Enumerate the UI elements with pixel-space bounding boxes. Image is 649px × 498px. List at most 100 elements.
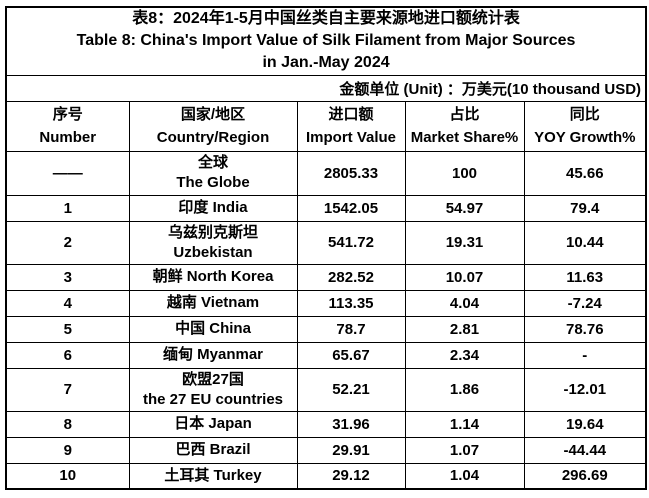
cell-yoy-growth: -7.24 xyxy=(523,289,647,317)
header-yoy-growth-cn: 同比 xyxy=(569,106,600,123)
cell-import-value: 29.91 xyxy=(296,436,406,464)
table-title-en: Table 8: China's Import Value of Silk Fi… xyxy=(76,32,576,50)
header-yoy-growth-en: YOY Growth% xyxy=(534,129,636,146)
table-row-vietnam: 4 越南 Vietnam 113.35 4.04 -7.24 xyxy=(5,289,647,317)
header-import-value-en: Import Value xyxy=(305,129,397,146)
cell-country: 欧盟27国 the 27 EU countries xyxy=(128,367,298,412)
header-yoy-growth: 同比 YOY Growth% xyxy=(523,100,647,152)
cell-country: 中国 China xyxy=(128,315,298,343)
cell-yoy-growth: - xyxy=(523,341,647,369)
country-line: 巴西 Brazil xyxy=(175,441,251,458)
header-market-share: 占比 Market Share% xyxy=(404,100,525,152)
header-market-share-en: Market Share% xyxy=(410,129,519,146)
silk-import-table: 表8：2024年1-5月中国丝类自主要来源地进口额统计表 Table 8: Ch… xyxy=(5,6,648,490)
cell-yoy-growth: 10.44 xyxy=(523,220,647,265)
cell-market-share: 1.07 xyxy=(404,436,525,464)
unit-row: 金额单位 (Unit) ：万美元(10 thousand USD) xyxy=(5,74,647,102)
title-row: 表8：2024年1-5月中国丝类自主要来源地进口额统计表 Table 8: Ch… xyxy=(5,6,647,76)
unit-note: 金额单位 (Unit) ：万美元(10 thousand USD) xyxy=(5,74,647,102)
table-title-cn: 表8：2024年1-5月中国丝类自主要来源地进口额统计表 xyxy=(132,10,520,28)
cell-import-value: 113.35 xyxy=(296,289,406,317)
cell-country: 缅甸 Myanmar xyxy=(128,341,298,369)
cell-market-share: 2.34 xyxy=(404,341,525,369)
cell-market-share: 54.97 xyxy=(404,194,525,222)
cell-country: 越南 Vietnam xyxy=(128,289,298,317)
cell-yoy-growth: 19.64 xyxy=(523,410,647,438)
cell-import-value: 1542.05 xyxy=(296,194,406,222)
country-line: 日本 Japan xyxy=(174,415,252,432)
cell-import-value: 31.96 xyxy=(296,410,406,438)
country-line: 印度 India xyxy=(178,199,248,216)
country-line: 缅甸 Myanmar xyxy=(162,346,264,363)
header-market-share-cn: 占比 xyxy=(449,106,480,123)
cell-market-share: 4.04 xyxy=(404,289,525,317)
table-row-uzbekistan: 2 乌兹别克斯坦 Uzbekistan 541.72 19.31 10.44 xyxy=(5,220,647,265)
table-row-turkey: 10 土耳其 Turkey 29.12 1.04 296.69 xyxy=(5,462,647,490)
table-row-india: 1 印度 India 1542.05 54.97 79.4 xyxy=(5,194,647,222)
cell-yoy-growth: 11.63 xyxy=(523,263,647,291)
cell-number: 10 xyxy=(5,462,130,490)
cell-country: 印度 India xyxy=(128,194,298,222)
table-title-en-date: in Jan.-May 2024 xyxy=(262,54,390,72)
cell-number: 8 xyxy=(5,410,130,438)
cell-number: 3 xyxy=(5,263,130,291)
table-title: 表8：2024年1-5月中国丝类自主要来源地进口额统计表 Table 8: Ch… xyxy=(5,6,647,76)
cell-yoy-growth: 79.4 xyxy=(523,194,647,222)
cell-number: 2 xyxy=(5,220,130,265)
cell-market-share: 2.81 xyxy=(404,315,525,343)
import-statistics-table: 表8：2024年1-5月中国丝类自主要来源地进口额统计表 Table 8: Ch… xyxy=(5,6,648,490)
cell-import-value: 2805.33 xyxy=(296,150,406,196)
country-line-en: The Globe xyxy=(176,174,250,191)
country-line: 土耳其 Turkey xyxy=(164,466,262,484)
country-line: 越南 Vietnam xyxy=(166,294,260,311)
cell-import-value: 65.67 xyxy=(296,341,406,369)
cell-country: 巴西 Brazil xyxy=(128,436,298,464)
cell-market-share: 19.31 xyxy=(404,220,525,265)
cell-number: 6 xyxy=(5,341,130,369)
cell-country: 日本 Japan xyxy=(128,410,298,438)
cell-import-value: 541.72 xyxy=(296,220,406,265)
cell-number: 1 xyxy=(5,194,130,222)
cell-number: —— xyxy=(5,150,130,196)
cell-number: 7 xyxy=(5,367,130,412)
header-row: 序号 Number 国家/地区 Country/Region 进口额 Impor… xyxy=(5,100,647,152)
cell-yoy-growth: -12.01 xyxy=(523,367,647,412)
country-line: 中国 China xyxy=(175,320,251,337)
cell-yoy-growth: 296.69 xyxy=(523,462,647,490)
table-row-myanmar: 6 缅甸 Myanmar 65.67 2.34 - xyxy=(5,341,647,369)
table-row-eu: 7 欧盟27国 the 27 EU countries 52.21 1.86 -… xyxy=(5,367,647,412)
table-row-china: 5 中国 China 78.7 2.81 78.76 xyxy=(5,315,647,343)
header-import-value-cn: 进口额 xyxy=(328,106,374,123)
header-country: 国家/地区 Country/Region xyxy=(128,100,298,152)
table-row-brazil: 9 巴西 Brazil 29.91 1.07 -44.44 xyxy=(5,436,647,464)
cell-yoy-growth: -44.44 xyxy=(523,436,647,464)
header-country-cn: 国家/地区 xyxy=(180,106,246,123)
header-number-en: Number xyxy=(39,129,97,146)
cell-country: 土耳其 Turkey xyxy=(128,462,298,490)
table-row-globe: —— 全球 The Globe 2805.33 100 45.66 xyxy=(5,150,647,196)
cell-market-share: 1.86 xyxy=(404,367,525,412)
cell-import-value: 282.52 xyxy=(296,263,406,291)
cell-number: 9 xyxy=(5,436,130,464)
cell-market-share: 10.07 xyxy=(404,263,525,291)
country-line-cn: 乌兹别克斯坦 xyxy=(167,223,258,241)
cell-number: 5 xyxy=(5,315,130,343)
cell-market-share: 1.14 xyxy=(404,410,525,438)
country-line: 朝鲜 North Korea xyxy=(152,268,274,285)
table-row-japan: 8 日本 Japan 31.96 1.14 19.64 xyxy=(5,410,647,438)
cell-country: 朝鲜 North Korea xyxy=(128,263,298,291)
country-line-en: Uzbekistan xyxy=(173,243,253,261)
header-number: 序号 Number xyxy=(5,100,130,152)
cell-yoy-growth: 45.66 xyxy=(523,150,647,196)
cell-import-value: 78.7 xyxy=(296,315,406,343)
cell-country: 乌兹别克斯坦 Uzbekistan xyxy=(128,220,298,265)
cell-yoy-growth: 78.76 xyxy=(523,315,647,343)
cell-number: 4 xyxy=(5,289,130,317)
cell-market-share: 100 xyxy=(404,150,525,196)
header-country-en: Country/Region xyxy=(156,129,270,146)
header-number-cn: 序号 xyxy=(52,106,83,123)
cell-import-value: 52.21 xyxy=(296,367,406,412)
country-line-en: the 27 EU countries xyxy=(142,390,284,408)
cell-import-value: 29.12 xyxy=(296,462,406,490)
table-row-north-korea: 3 朝鲜 North Korea 282.52 10.07 11.63 xyxy=(5,263,647,291)
